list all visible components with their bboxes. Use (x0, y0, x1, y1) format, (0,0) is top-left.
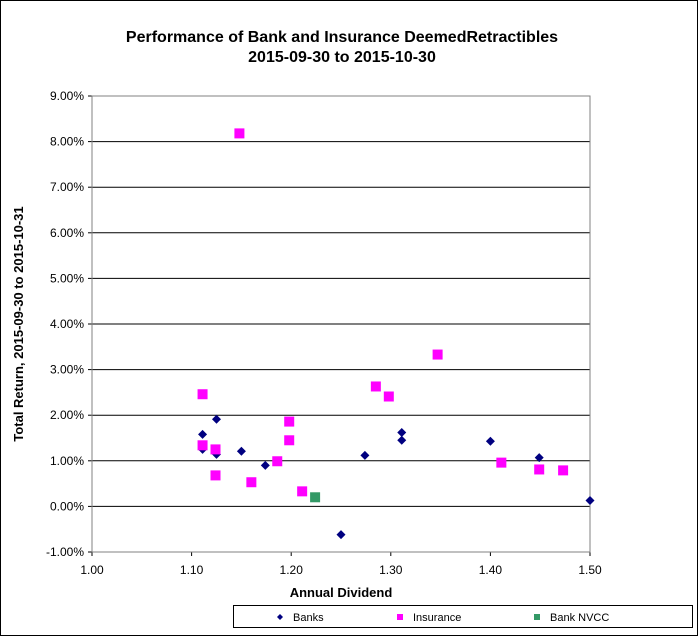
banks-point (260, 460, 270, 470)
chart-subtitle: 2015-09-30 to 2015-10-30 (248, 49, 436, 66)
legend: Banks Insurance Bank NVCC (233, 605, 693, 628)
y-tick-label: -1.00% (46, 545, 84, 559)
y-tick-label: 8.00% (50, 135, 84, 149)
chart-title: Performance of Bank and Insurance Deemed… (126, 29, 558, 46)
banks-point (236, 446, 246, 456)
y-axis-label: Total Return, 2015-09-30 to 2015-10-31 (11, 206, 26, 441)
insurance-point (284, 416, 295, 427)
plot-area (91, 95, 591, 553)
banks-point (397, 428, 407, 438)
x-tick-label: 1.40 (479, 563, 503, 577)
insurance-point (496, 457, 507, 468)
insurance-point (210, 444, 221, 455)
banks-point (198, 429, 208, 439)
banks-point (485, 436, 495, 446)
banks-point (360, 450, 370, 460)
x-tick-label: 1.10 (180, 563, 204, 577)
insurance-point (234, 128, 245, 139)
insurance-point (558, 465, 569, 476)
y-tick-label: 0.00% (50, 499, 84, 513)
y-tick-label: 1.00% (50, 454, 84, 468)
legend-marker-insurance (397, 614, 403, 620)
insurance-point (197, 440, 208, 451)
x-axis-label: Annual Dividend (290, 585, 393, 600)
insurance-point (272, 456, 283, 467)
legend-label-bank-nvcc: Bank NVCC (550, 612, 609, 624)
y-tick-label: 2.00% (50, 408, 84, 422)
legend-marker-banks (277, 614, 283, 620)
banks-point (397, 435, 407, 445)
insurance-point (383, 391, 394, 402)
insurance-point (370, 381, 381, 392)
y-tick-label: 3.00% (50, 363, 84, 377)
banks-point (212, 414, 221, 424)
insurance-point (284, 435, 295, 446)
bank-nvcc-point (310, 492, 321, 503)
x-tick-label: 1.20 (280, 563, 304, 577)
y-tick-label: 9.00% (50, 89, 84, 103)
legend-marker-bank-nvcc (534, 614, 540, 620)
y-tick-label: 4.00% (50, 317, 84, 331)
y-tick-label: 6.00% (50, 226, 84, 240)
y-tick-label: 7.00% (50, 180, 84, 194)
legend-label-insurance: Insurance (413, 612, 461, 624)
insurance-point (534, 464, 545, 475)
banks-point (534, 453, 544, 463)
insurance-point (246, 477, 257, 488)
legend-label-banks: Banks (293, 612, 324, 624)
insurance-point (197, 389, 208, 400)
banks-point (585, 495, 595, 505)
x-tick-label: 1.50 (578, 563, 602, 577)
x-tick-label: 1.30 (379, 563, 403, 577)
banks-point (336, 530, 346, 540)
insurance-point (297, 486, 308, 497)
y-tick-label: 5.00% (50, 271, 84, 285)
insurance-point (432, 349, 443, 360)
insurance-point (210, 470, 221, 481)
x-tick-label: 1.00 (80, 563, 104, 577)
